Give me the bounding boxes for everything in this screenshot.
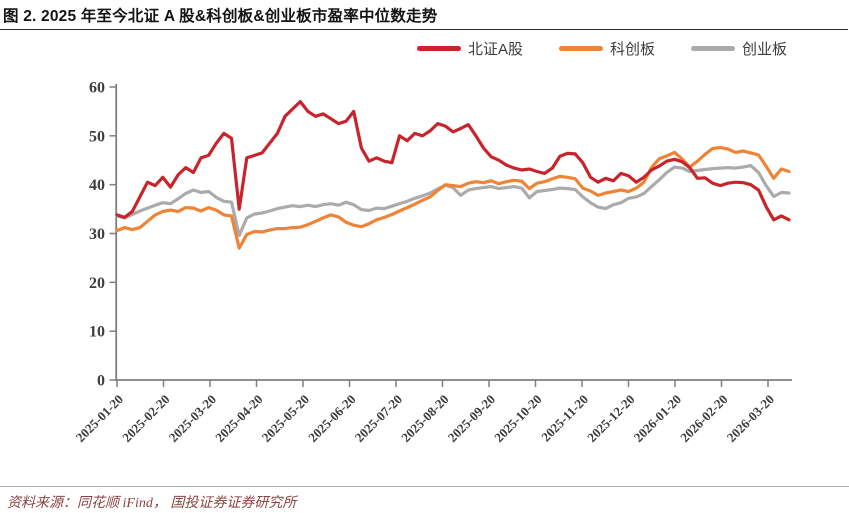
y-tick-labels: 0 10 20 30 40 50 60 — [89, 80, 116, 390]
x-tick-label: 2025-09-20 — [445, 392, 499, 446]
x-tick-label: 2026-01-20 — [631, 392, 685, 446]
x-tick-label: 2025-01-20 — [73, 392, 127, 446]
series-line-chuangyeban — [115, 164, 791, 238]
x-tick-label: 2025-08-20 — [398, 392, 452, 446]
legend-item-kechuangban: 科创板 — [558, 38, 655, 59]
x-tick-label: 2026-03-20 — [724, 392, 778, 446]
legend-label: 北证A股 — [467, 41, 523, 58]
series-line-beizheng-a — [115, 99, 791, 222]
x-tick-label: 2026-02-20 — [677, 392, 731, 446]
y-tick-label: 0 — [97, 373, 105, 390]
x-tick-label: 2025-10-20 — [491, 392, 545, 446]
x-tick-labels: 2025-01-202025-02-202025-03-202025-04-20… — [73, 380, 778, 446]
legend-line-swatch-orange — [558, 46, 603, 51]
x-tick-label: 2025-06-20 — [305, 392, 359, 446]
legend-item-beizheng-a: 北证A股 — [416, 38, 523, 59]
source-note: 资料来源：同花顺 iFind， 国投证券证券研究所 — [0, 486, 849, 512]
x-tick-label: 2025-04-20 — [212, 392, 266, 446]
legend-label: 科创板 — [609, 41, 655, 58]
figure-title: 图 2. 2025 年至今北证 A 股&科创板&创业板市盈率中位数走势 — [0, 0, 848, 30]
legend-item-chuangyeban: 创业板 — [690, 38, 787, 59]
x-tick-label: 2025-03-20 — [166, 392, 220, 446]
legend-label: 创业板 — [741, 41, 787, 58]
y-tick-label: 10 — [89, 324, 105, 341]
x-tick-label: 2025-11-20 — [538, 392, 591, 445]
legend-line-swatch-gray — [690, 46, 735, 51]
chart-legend: 北证A股 科创板 创业板 — [416, 38, 787, 59]
y-tick-label: 40 — [89, 177, 105, 194]
y-tick-label: 30 — [89, 226, 105, 243]
series-line-kechuangban — [115, 146, 791, 250]
x-tick-label: 2025-07-20 — [352, 392, 406, 446]
y-tick-label: 50 — [89, 128, 105, 145]
x-tick-label: 2025-12-20 — [584, 392, 638, 446]
x-tick-label: 2025-05-20 — [259, 392, 313, 446]
y-tick-label: 20 — [89, 275, 105, 292]
legend-line-swatch-red — [416, 46, 461, 51]
x-tick-label: 2025-02-20 — [119, 392, 173, 446]
y-tick-label: 60 — [89, 80, 105, 97]
axes — [115, 84, 792, 381]
